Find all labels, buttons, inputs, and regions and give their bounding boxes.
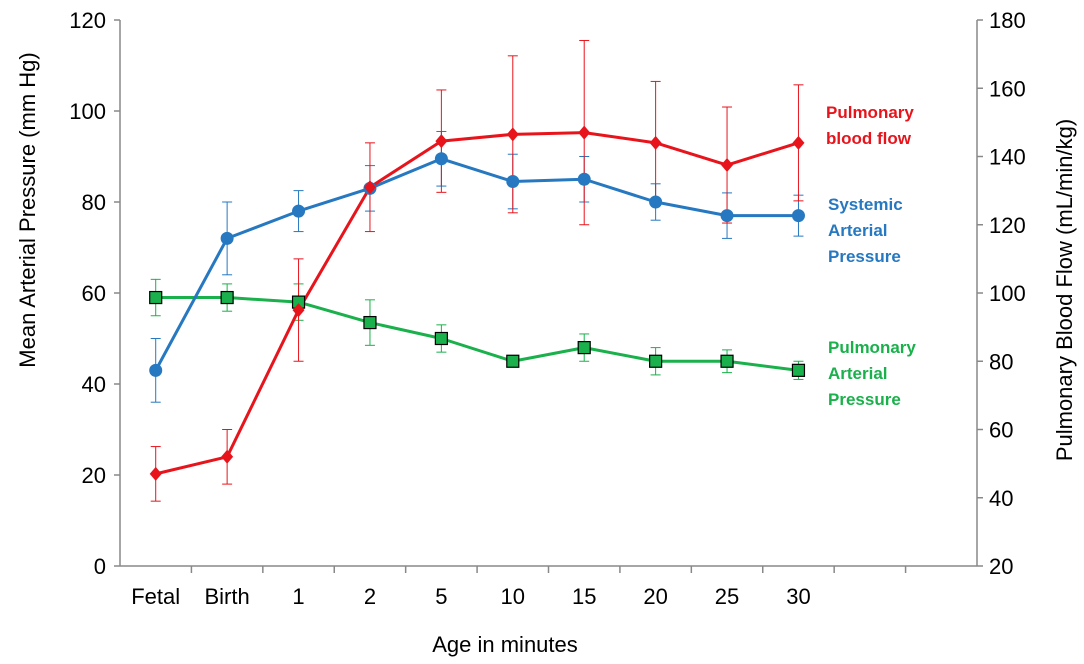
data-point-circle xyxy=(292,204,306,218)
series-label: Pressure xyxy=(828,390,901,409)
error-bars xyxy=(150,39,804,502)
data-point-diamond xyxy=(792,135,805,150)
data-point-square xyxy=(434,331,448,346)
y-right-tick-label: 40 xyxy=(989,486,1013,511)
data-point-square xyxy=(220,290,234,305)
data-point-square xyxy=(720,354,734,368)
y-axis-left-title: Mean Arterial Pressure (mm Hg) xyxy=(15,52,40,367)
x-tick-label: 25 xyxy=(715,584,739,609)
data-point-circle xyxy=(577,172,591,186)
y-left-tick-label: 100 xyxy=(69,99,106,124)
y-right-tick-label: 80 xyxy=(989,349,1013,374)
y-axis-right-title: Pulmonary Blood Flow (mL/min/kg) xyxy=(1052,119,1077,461)
series-label: Pulmonary xyxy=(826,103,914,122)
data-point-diamond xyxy=(221,449,234,464)
y-right-tick-label: 160 xyxy=(989,76,1026,101)
data-point-diamond xyxy=(149,466,162,481)
data-point-diamond xyxy=(363,180,376,195)
series-label: Arterial xyxy=(828,364,888,383)
y-right-tick-label: 60 xyxy=(989,418,1013,443)
x-tick-label: 30 xyxy=(786,584,810,609)
x-tick-label: 10 xyxy=(501,584,525,609)
series-lines xyxy=(154,131,799,476)
series-label: Arterial xyxy=(828,221,888,240)
data-point-square xyxy=(577,341,591,355)
data-point-diamond xyxy=(649,135,662,150)
x-tick-label: 15 xyxy=(572,584,596,609)
y-left-tick-label: 0 xyxy=(94,554,106,579)
x-tick-label: 2 xyxy=(364,584,376,609)
x-axis-title: Age in minutes xyxy=(432,632,578,657)
data-point-square xyxy=(149,290,163,305)
data-point-circle xyxy=(720,209,734,223)
y-left-tick-label: 60 xyxy=(82,281,106,306)
data-point-diamond xyxy=(506,127,519,142)
y-right-tick-label: 120 xyxy=(989,213,1026,238)
data-point-diamond xyxy=(721,158,734,173)
x-tick-label: Birth xyxy=(205,584,250,609)
series-label: Systemic xyxy=(828,195,903,214)
series-line xyxy=(155,296,799,372)
data-markers xyxy=(149,125,806,481)
y-right-tick-label: 180 xyxy=(989,8,1026,33)
data-point-circle xyxy=(220,231,234,245)
data-point-square xyxy=(506,354,520,368)
series-line xyxy=(154,157,799,372)
series-labels: Pulmonary blood flow Systemic Arterial Press… xyxy=(826,103,916,409)
y-right-tick-label: 100 xyxy=(989,281,1026,306)
y-left-tick-label: 120 xyxy=(69,8,106,33)
series-label: Pulmonary xyxy=(828,338,916,357)
x-tick-label: 1 xyxy=(292,584,304,609)
data-point-diamond xyxy=(292,303,305,318)
data-point-circle xyxy=(649,195,663,209)
data-point-circle xyxy=(149,363,163,377)
data-point-circle xyxy=(791,209,805,223)
series-label: Pressure xyxy=(828,247,901,266)
data-point-diamond xyxy=(578,125,591,140)
data-point-circle xyxy=(434,152,448,166)
data-point-square xyxy=(791,363,806,377)
series-label: blood flow xyxy=(826,129,912,148)
x-tick-label: 5 xyxy=(435,584,447,609)
axes: 02040608010012020406080100120140160180Fe… xyxy=(69,8,1025,609)
y-left-tick-label: 40 xyxy=(82,372,106,397)
data-point-diamond xyxy=(435,134,448,149)
x-tick-label: Fetal xyxy=(131,584,180,609)
data-point-circle xyxy=(506,175,520,189)
y-left-tick-label: 80 xyxy=(82,190,106,215)
data-point-square xyxy=(363,315,377,330)
series-line xyxy=(155,131,799,476)
y-left-tick-label: 20 xyxy=(82,463,106,488)
x-tick-label: 20 xyxy=(643,584,667,609)
y-right-tick-label: 20 xyxy=(989,554,1013,579)
y-right-tick-label: 140 xyxy=(989,145,1026,170)
data-point-square xyxy=(649,354,663,368)
